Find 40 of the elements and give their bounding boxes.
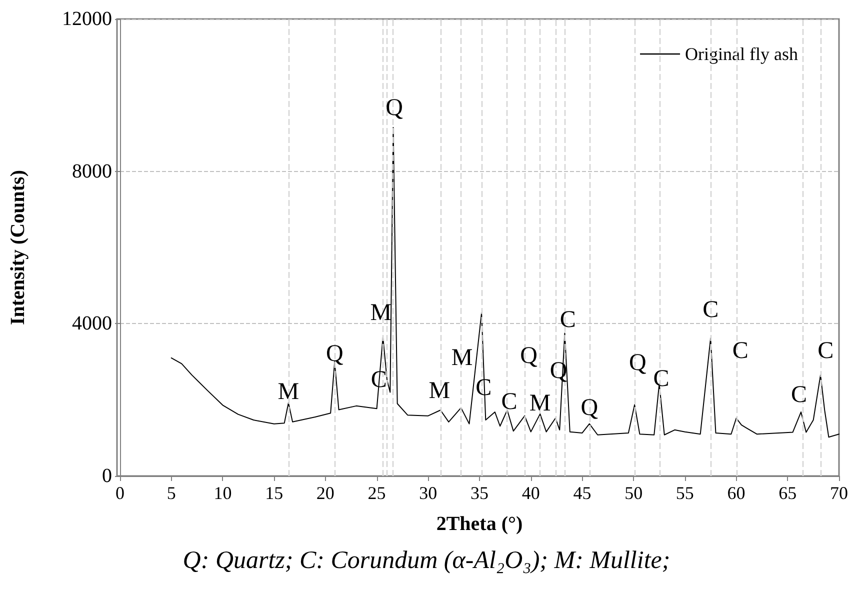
x-tick-label: 20: [316, 483, 334, 503]
x-tick-label: 60: [727, 483, 746, 503]
y-tick-label: 8000: [72, 160, 112, 182]
annotation: C: [653, 366, 670, 392]
x-tick-label: 10: [214, 483, 232, 503]
annotation: M: [529, 390, 551, 417]
x-tick-label: 45: [573, 483, 592, 503]
x-tick-label: 55: [676, 483, 694, 503]
annotation: C: [560, 306, 576, 333]
line-series: [170, 127, 840, 438]
annotation: C: [702, 296, 719, 323]
annotation: M: [428, 378, 450, 404]
annotation: C: [501, 389, 518, 416]
annotation: Q: [520, 343, 538, 370]
y-tick-label: 0: [102, 465, 112, 487]
x-tick-label: 70: [830, 483, 848, 503]
annotation: Q: [629, 350, 646, 376]
x-tick-label: 15: [265, 483, 284, 503]
annotation: C: [732, 338, 748, 364]
x-tick-label: 25: [368, 483, 386, 503]
text: Q: Quartz; C: Corundum (α-Al₂O₃); M: Mullite;: [182, 547, 670, 574]
x-tick-label: 40: [522, 483, 540, 503]
x-axis-title: 2Theta (°): [436, 513, 523, 535]
y-tick-label: 12000: [62, 8, 112, 30]
annotation: M: [451, 344, 473, 371]
annotation: Q: [386, 95, 403, 122]
annotation: Q: [326, 341, 344, 368]
y-tick-label: 4000: [72, 312, 112, 335]
annotation: Q: [580, 394, 598, 421]
legend-label: Original fly ash: [685, 44, 798, 64]
annotation: C: [818, 338, 834, 364]
y-axis-title: Intensity (Counts): [7, 170, 29, 326]
x-tick-label: 35: [470, 483, 488, 503]
x-tick-label: 30: [419, 483, 438, 503]
x-tick-label: 0: [116, 483, 124, 503]
x-tick-label: 5: [166, 483, 176, 503]
annotation: C: [790, 382, 807, 408]
x-tick-label: 50: [624, 483, 643, 503]
annotation: M: [278, 379, 300, 406]
x-tick-label: 65: [778, 483, 797, 503]
